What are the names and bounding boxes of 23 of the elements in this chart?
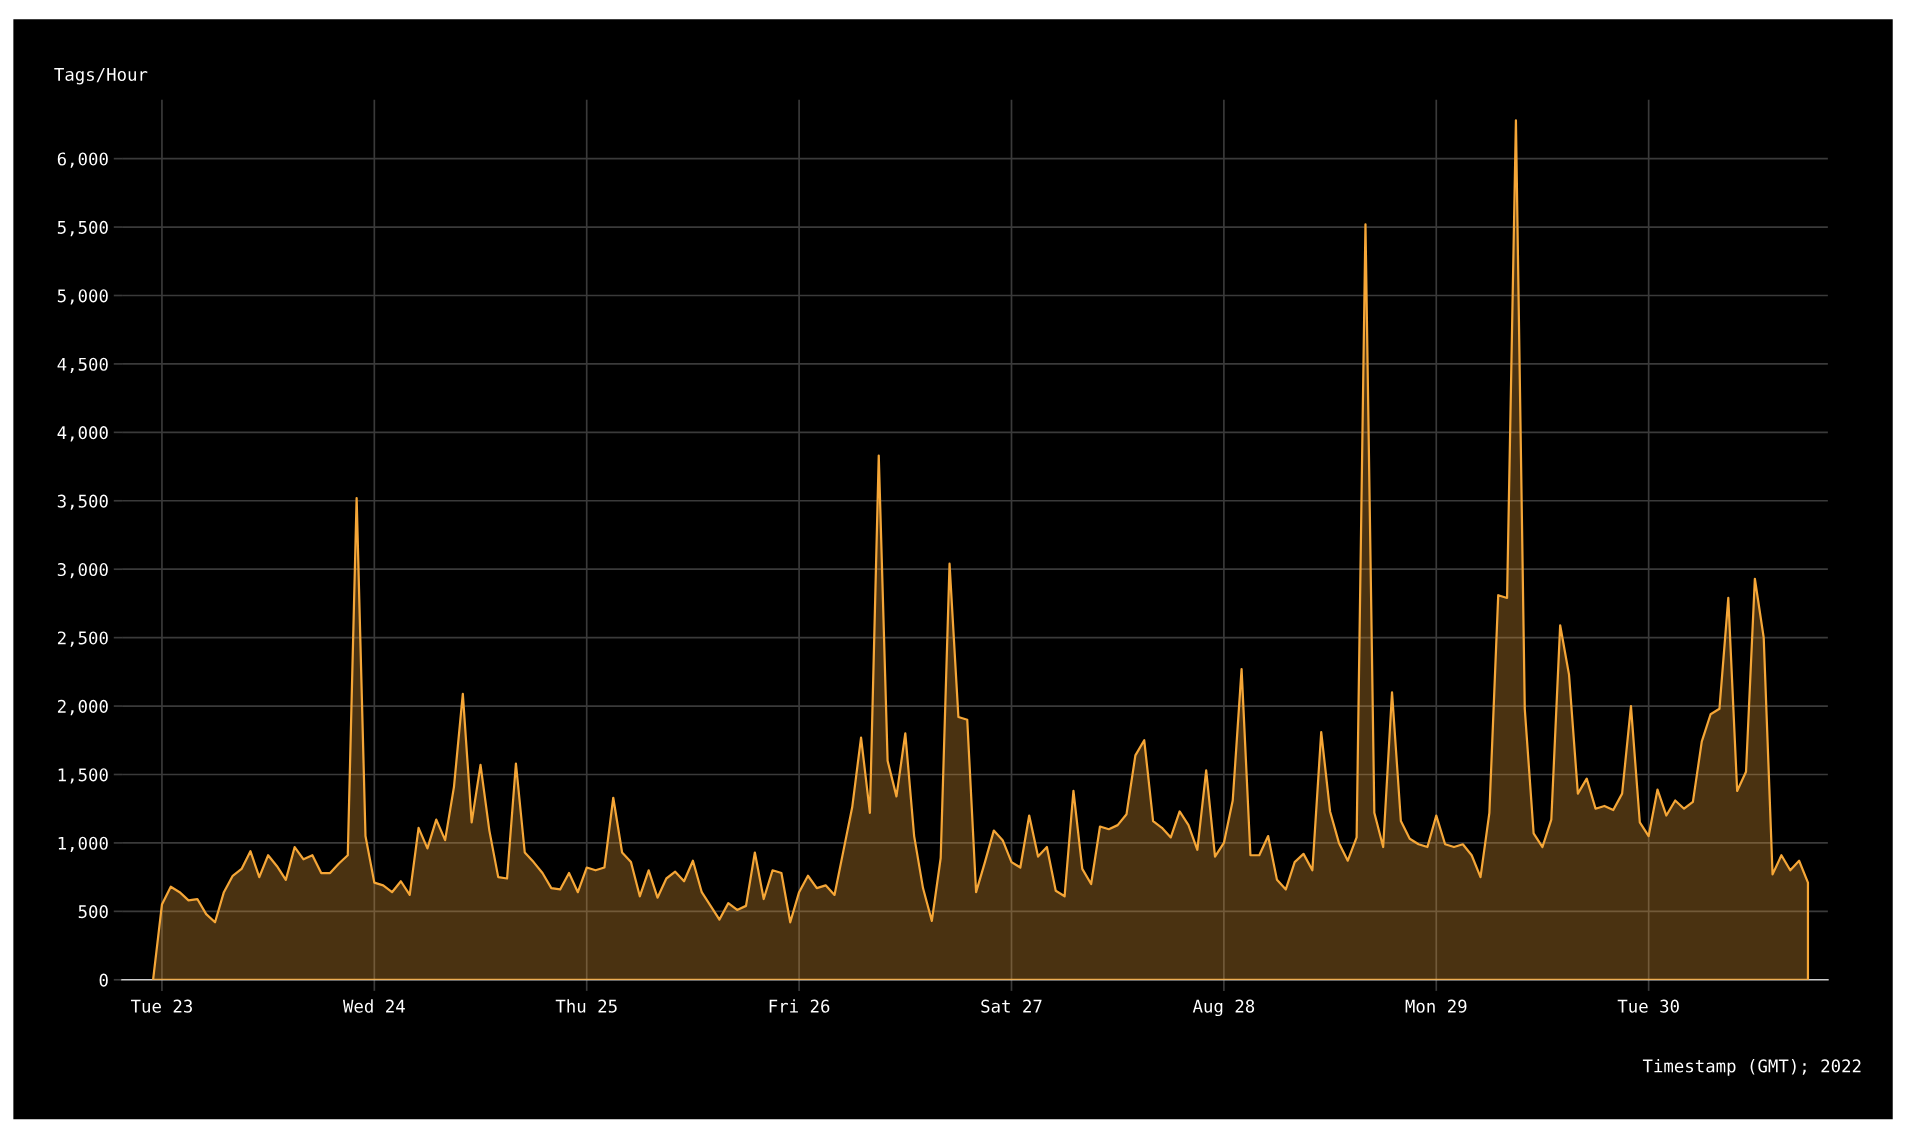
x-tick-label: Mon 29: [1405, 999, 1467, 1013]
x-tick-label: Sat 27: [981, 999, 1042, 1013]
y-tick-label: 4,500: [57, 357, 108, 373]
y-tick-label: 2,000: [57, 699, 108, 716]
y-tick-label: 500: [78, 905, 108, 919]
y-tick-label: 3,500: [57, 494, 108, 510]
y-tick-label: 1,000: [58, 836, 108, 852]
x-tick-label: Tue 23: [130, 999, 192, 1013]
y-tick-label: 1,500: [58, 768, 108, 784]
y-tick-label: 5,000: [57, 289, 108, 305]
x-tick-label: Fri 26: [769, 999, 830, 1013]
y-tick-label: 6,000: [57, 152, 108, 168]
x-axis-title: Timestamp (GMT); 2022: [1642, 1059, 1861, 1076]
x-tick-label: Wed 24: [342, 999, 405, 1013]
y-tick-label: 0: [99, 973, 108, 987]
x-tick-label: Aug 28: [1192, 999, 1255, 1017]
y-tick-label: 3,000: [57, 562, 108, 579]
y-axis-title: Tags/Hour: [54, 68, 148, 85]
y-tick-label: 4,000: [57, 426, 108, 442]
x-tick-label: Tue 30: [1617, 999, 1679, 1013]
y-tick-label: 2,500: [57, 631, 108, 647]
y-tick-label: 5,500: [57, 220, 108, 237]
x-tick-label: Thu 25: [555, 999, 617, 1013]
